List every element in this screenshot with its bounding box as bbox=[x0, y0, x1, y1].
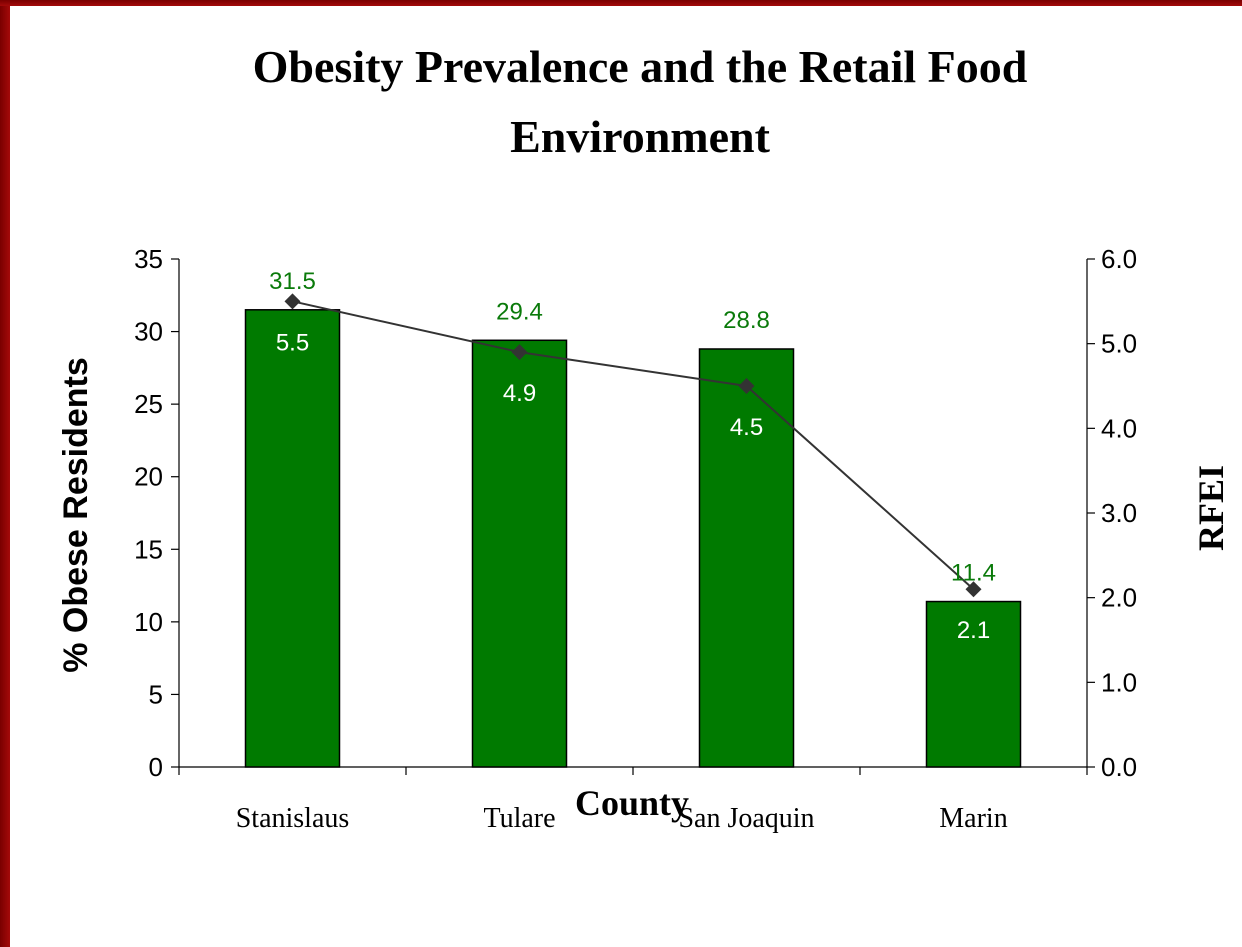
chart-title-line-1: Obesity Prevalence and the Retail Food bbox=[252, 41, 1028, 92]
x-category-label: Marin bbox=[939, 803, 1007, 834]
y2-tick-label: 4.0 bbox=[1101, 413, 1137, 443]
bar bbox=[244, 309, 341, 768]
bar bbox=[698, 348, 795, 768]
line-marker bbox=[511, 344, 528, 361]
line-marker bbox=[738, 378, 755, 394]
data-labels: 31.5 29.4 28.8 11.4 5.5 4.9 4.5 2.1 bbox=[269, 268, 996, 644]
y-tick-label: 30 bbox=[134, 317, 163, 347]
bar-value-label: 29.4 bbox=[496, 298, 543, 325]
bar-value-label: 31.5 bbox=[269, 268, 316, 295]
bar bbox=[925, 600, 1022, 768]
y2-axis-title: RFEI bbox=[1191, 465, 1231, 551]
y-tick-label: 5 bbox=[149, 679, 163, 709]
line-value-label: 4.5 bbox=[730, 414, 763, 441]
y-tick-label: 35 bbox=[134, 244, 163, 274]
y-tick-label: 15 bbox=[134, 534, 163, 564]
y2-tick-label: 5.0 bbox=[1101, 329, 1137, 359]
line-value-label: 5.5 bbox=[276, 329, 309, 356]
y2-tick-label: 3.0 bbox=[1101, 498, 1137, 528]
line-series bbox=[284, 293, 982, 598]
y-tick-label: 20 bbox=[134, 462, 163, 492]
line-marker bbox=[284, 293, 301, 310]
line-value-label: 4.9 bbox=[503, 380, 536, 407]
y-tick-label: 25 bbox=[134, 389, 163, 419]
slide-border-top bbox=[0, 0, 1242, 6]
line-path bbox=[292, 300, 975, 590]
y-tick-label: 10 bbox=[134, 607, 163, 637]
y2-tick-label: 2.0 bbox=[1101, 583, 1137, 613]
bar-series bbox=[244, 309, 1022, 768]
chart-axes: 0 5 10 15 20 25 30 35 0.0 1.0 2.0 3.0 4.0 5.0 6.0 Stani… bbox=[134, 244, 1137, 834]
slide-border-left bbox=[0, 0, 10, 947]
x-category-label: San Joaquin bbox=[678, 803, 814, 834]
line-marker bbox=[965, 581, 982, 598]
bar bbox=[471, 339, 568, 768]
y2-tick-label: 0.0 bbox=[1101, 752, 1137, 782]
bar-value-label: 11.4 bbox=[951, 560, 996, 587]
line-value-label: 2.1 bbox=[957, 617, 990, 644]
x-axis-title: County bbox=[575, 783, 689, 823]
y-axis-title: % Obese Residents bbox=[57, 357, 95, 673]
y2-tick-label: 6.0 bbox=[1101, 244, 1137, 274]
x-category-label: Stanislaus bbox=[236, 803, 350, 834]
y2-tick-label: 1.0 bbox=[1101, 667, 1137, 697]
bar-value-label: 28.8 bbox=[723, 307, 770, 334]
x-category-label: Tulare bbox=[483, 803, 555, 834]
y-tick-label: 0 bbox=[149, 752, 163, 782]
chart-title-line-2: Environment bbox=[510, 111, 770, 162]
